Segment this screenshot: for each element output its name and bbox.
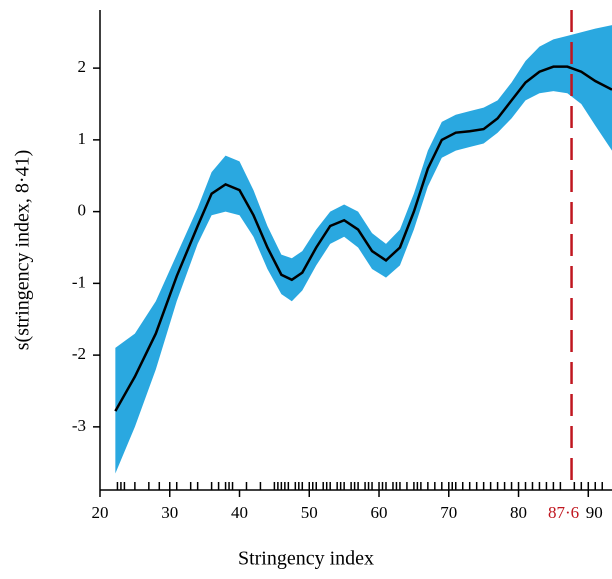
x-tick-label: 70: [440, 503, 457, 522]
y-tick-label: -1: [72, 272, 86, 291]
x-tick-label: 30: [161, 503, 178, 522]
x-tick-label: 80: [510, 503, 527, 522]
confidence-band: [115, 25, 612, 474]
y-tick-label: 2: [78, 57, 87, 76]
x-tick-label: 20: [92, 503, 109, 522]
x-tick-label: 40: [231, 503, 248, 522]
x-tick-label: 90: [586, 503, 603, 522]
y-axis-title: s(stringency index, 8·41): [12, 150, 34, 351]
y-tick-label: -2: [72, 344, 86, 363]
y-tick-label: -3: [72, 416, 86, 435]
y-tick-label: 0: [78, 201, 87, 220]
reference-label: 87·6: [548, 503, 579, 522]
y-tick-label: 1: [78, 129, 87, 148]
x-axis-title: Stringency index: [238, 548, 374, 570]
x-tick-label: 60: [371, 503, 388, 522]
smooth-line: [114, 65, 612, 412]
x-tick-label: 50: [301, 503, 318, 522]
